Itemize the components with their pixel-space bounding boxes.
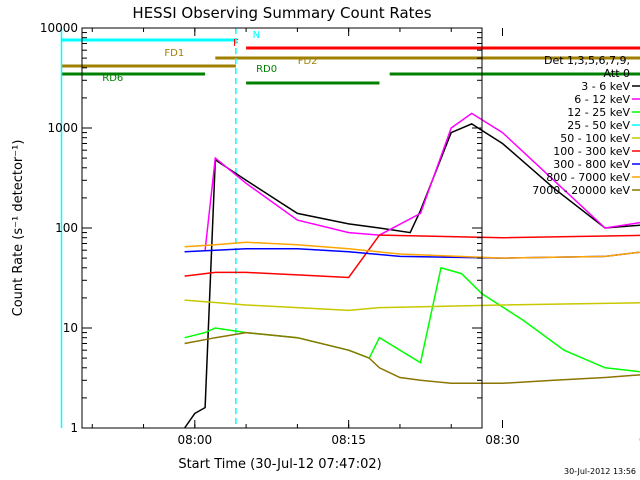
series-line-7000-20000-kev: [184, 331, 640, 385]
x-tick-label-08-15: 08:15: [331, 433, 366, 447]
legend-entry-100-300-kev: 100 - 300 keV: [553, 145, 630, 158]
series-line-12-25-kev: [184, 266, 640, 373]
vertical-markers: [60, 28, 237, 428]
timestamp: 30-Jul-2012 13:56: [564, 467, 636, 476]
series-line-800-7000-kev: [184, 241, 640, 259]
y-tick-label-10: 10: [63, 321, 78, 335]
axis-ticks: 08:0008:1508:3008:4509:0009:151101001000…: [40, 21, 640, 447]
legend-entry-25-50-kev: 25 - 50 keV: [567, 119, 630, 132]
x-tick-label-08-30: 08:30: [485, 433, 520, 447]
flag-rd0-label: RD0: [256, 64, 277, 75]
y-tick-label-10000: 10000: [40, 21, 78, 35]
series-line-6-12-kev: [204, 112, 640, 251]
legend-entry-12-25-kev: 12 - 25 keV: [567, 106, 630, 119]
series-line-50-100-kev: [184, 299, 640, 312]
legend-entry-7000-20000-kev: 7000 - 20000 keV: [532, 184, 630, 197]
legend-header-line1: Det 1,3,5,6,7,9,: [544, 54, 630, 67]
y-tick-label-1: 1: [70, 421, 78, 435]
flag-fd1-label: FD1: [164, 48, 184, 59]
legend-entry-300-800-kev: 300 - 800 keV: [553, 158, 630, 171]
observing-flags: NFFD1FD2RD0RD6: [61, 30, 640, 85]
legend-header-line2: Att 0: [604, 67, 630, 80]
y-axis-label: Count Rate (s⁻¹ detector⁻¹): [11, 140, 26, 317]
y-tick-label-1000: 1000: [47, 121, 78, 135]
x-tick-label-08-00: 08:00: [178, 433, 213, 447]
legend-entry-50-100-kev: 50 - 100 keV: [560, 132, 630, 145]
legend-entry-6-12-kev: 6 - 12 keV: [574, 93, 630, 106]
legend-entry-800-7000-kev: 800 - 7000 keV: [546, 171, 630, 184]
flag-fd2-label: FD2: [298, 56, 318, 67]
x-axis-label: Start Time (30-Jul-12 07:47:02): [178, 457, 381, 472]
plot-frame: [81, 27, 483, 429]
series-line-100-300-kev: [184, 234, 640, 279]
flag-n-label: N: [253, 30, 260, 41]
flag-rd6-label: RD6: [102, 73, 123, 84]
series-lines: [183, 112, 640, 429]
y-tick-label-100: 100: [55, 221, 78, 235]
chart-title: HESSI Observing Summary Count Rates: [132, 4, 431, 22]
legend-entry-3-6-kev: 3 - 6 keV: [581, 80, 630, 93]
